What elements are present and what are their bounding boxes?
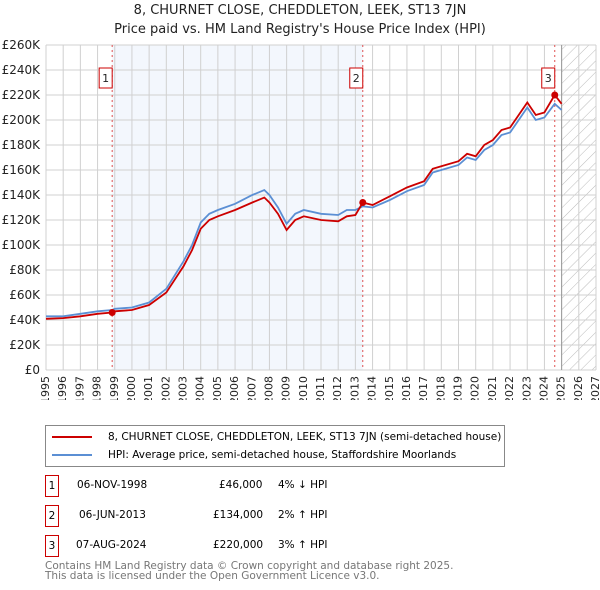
table-row: 2 06-JUN-2013 £134,000 2% ↑ HPI [45, 505, 445, 527]
x-tick-label: 2004 [194, 376, 207, 400]
y-tick-label: £100K [2, 238, 42, 252]
table-row: 1 06-NOV-1998 £46,000 4% ↓ HPI [45, 475, 445, 497]
y-tick-label: £200K [2, 113, 42, 127]
x-tick-label: 2006 [228, 376, 241, 400]
y-tick-label: £20K [9, 338, 41, 352]
sale-date: 06-JUN-2013 [79, 509, 146, 521]
y-tick-label: £240K [2, 63, 42, 77]
y-tick-label: £220K [2, 88, 42, 102]
sale-price: £46,000 [219, 479, 263, 491]
x-tick-label: 1995 [39, 376, 52, 400]
footer-copyright: Contains HM Land Registry data © Crown c… [45, 560, 454, 572]
y-tick-label: £180K [2, 138, 42, 152]
x-tick-label: 2013 [348, 376, 361, 400]
x-tick-label: 2016 [400, 376, 413, 400]
x-tick-label: 2025 [555, 376, 568, 400]
y-tick-label: £0 [25, 363, 40, 377]
legend: 8, CHURNET CLOSE, CHEDDLETON, LEEK, ST13… [45, 425, 505, 467]
sale-price: £220,000 [213, 539, 264, 551]
sale-price: £134,000 [213, 509, 264, 521]
legend-item-hpi: HPI: Average price, semi-detached house,… [52, 449, 456, 461]
sale-label-box [98, 67, 113, 89]
x-tick-label: 2002 [159, 376, 172, 400]
x-tick-label: 1998 [91, 376, 104, 400]
x-tick-label: 2015 [383, 376, 396, 400]
y-tick-label: £40K [9, 313, 41, 327]
x-tick-label: 2014 [366, 376, 379, 400]
legend-label: 8, CHURNET CLOSE, CHEDDLETON, LEEK, ST13… [108, 431, 502, 443]
sale-number: 2 [45, 505, 59, 527]
chart-title: 8, CHURNET CLOSE, CHEDDLETON, LEEK, ST13… [133, 3, 467, 18]
x-tick-label: 2026 [572, 376, 585, 400]
blue-line-swatch [52, 454, 92, 456]
x-tick-label: 2008 [262, 376, 275, 400]
x-tick-label: 2010 [297, 376, 310, 400]
x-tick-label: 2005 [211, 376, 224, 400]
x-tick-label: 2019 [452, 376, 465, 400]
x-tick-label: 2009 [280, 376, 293, 400]
sale-date: 06-NOV-1998 [77, 479, 148, 491]
x-tick-label: 2012 [331, 376, 344, 400]
x-tick-label: 1996 [56, 376, 69, 400]
x-tick-label: 2017 [417, 376, 430, 400]
sale-number: 1 [45, 475, 59, 497]
sale-point [551, 91, 559, 99]
x-tick-label: 2018 [434, 376, 447, 400]
x-tick-label: 2001 [142, 376, 155, 400]
x-tick-label: 1997 [73, 376, 86, 400]
sale-label-box [349, 67, 364, 89]
sale-label: 3 [545, 72, 552, 85]
x-tick-label: 2024 [537, 376, 550, 400]
x-tick-label: 2020 [469, 376, 482, 400]
shaded-ownership-period [112, 45, 363, 370]
red-line-swatch [52, 436, 92, 438]
sale-date: 07-AUG-2024 [76, 539, 147, 551]
x-tick-label: 2007 [245, 376, 258, 400]
hpi-diff: 3% ↑ HPI [278, 539, 328, 551]
x-tick-label: 2022 [503, 376, 516, 400]
x-tick-label: 2021 [486, 376, 499, 400]
hpi-diff: 2% ↑ HPI [278, 509, 328, 521]
chart-subtitle: Price paid vs. HM Land Registry's House … [114, 22, 486, 37]
price-chart: 1995 1996 1997 1998 1999 2000 2001 2002 2003 2004… [2, 38, 600, 400]
legend-label: HPI: Average price, semi-detached house,… [108, 449, 457, 461]
x-tick-label: 2011 [314, 376, 327, 400]
x-tick-label: 2003 [177, 376, 190, 400]
sale-point [359, 199, 367, 206]
hpi-diff: 4% ↓ HPI [278, 479, 328, 491]
sale-label: 1 [102, 72, 109, 85]
y-tick-label: £60K [9, 288, 41, 302]
hpi-series-line [46, 102, 563, 318]
table-row: 3 07-AUG-2024 £220,000 3% ↑ HPI [45, 535, 445, 557]
y-tick-label: £120K [2, 213, 42, 227]
property-series-line [45, 93, 563, 320]
footer-licence: This data is licensed under the Open Gov… [45, 570, 380, 582]
x-tick-label: 2027 [589, 376, 600, 400]
footer: Contains HM Land Registry data © Crown c… [45, 560, 454, 582]
x-tick-label: 1999 [108, 376, 121, 400]
y-tick-label: £160K [2, 163, 42, 177]
legend-item-property: 8, CHURNET CLOSE, CHEDDLETON, LEEK, ST13… [52, 431, 501, 443]
sale-number: 3 [45, 535, 59, 557]
x-tick-label: 2023 [520, 376, 533, 400]
sale-label-box [541, 67, 556, 89]
sale-label: 2 [353, 72, 360, 85]
y-tick-label: £80K [9, 263, 41, 277]
x-tick-label: 2000 [125, 376, 138, 400]
y-tick-label: £140K [2, 188, 42, 202]
y-tick-label: £260K [2, 38, 42, 52]
sale-point [108, 309, 116, 316]
